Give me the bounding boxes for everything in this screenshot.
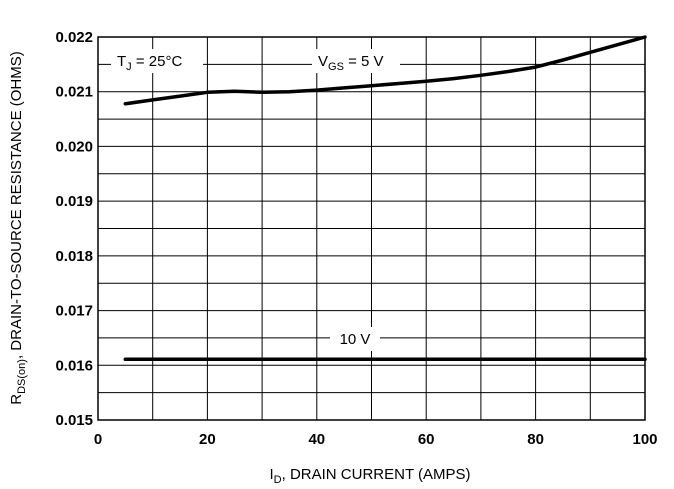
x-tick-label: 20	[199, 431, 216, 448]
y-tick-label: 0.020	[55, 138, 93, 155]
y-tick-label: 0.017	[55, 303, 93, 320]
y-tick-labels: 0.015 0.016 0.017 0.018 0.019 0.020 0.021 0.022	[55, 29, 93, 429]
vgs-5v-annotation: VGS = 5 V	[318, 53, 384, 73]
temperature-annotation-rest: = 25°C	[132, 53, 183, 70]
x-tick-label: 100	[632, 431, 657, 448]
y-tick-label: 0.016	[55, 357, 93, 374]
y-axis-label-sub: DS(on)	[16, 359, 28, 394]
data-curves	[123, 35, 647, 362]
y-tick-label: 0.019	[55, 193, 93, 210]
y-axis-label: RDS(on), DRAIN-TO-SOURCE RESISTANCE (OHM…	[8, 51, 28, 404]
y-axis-label-rest: , DRAIN-TO-SOURCE RESISTANCE (OHMS)	[8, 51, 25, 359]
vgs-5v-annotation-main: V	[318, 53, 328, 70]
temperature-annotation-main: T	[117, 53, 126, 70]
x-tick-label: 40	[308, 431, 325, 448]
vgs-5v-annotation-bg	[312, 49, 400, 73]
grid-lines	[98, 37, 645, 420]
x-tick-label: 60	[418, 431, 435, 448]
y-axis-label-main: R	[8, 394, 25, 405]
x-tick-label: 80	[527, 431, 544, 448]
y-tick-label: 0.022	[55, 29, 93, 46]
temperature-annotation-sub: J	[126, 61, 132, 73]
plot-frame	[97, 36, 646, 421]
vgs-10v-annotation-bg	[330, 327, 380, 351]
y-tick-label: 0.021	[55, 84, 93, 101]
x-axis-label-rest: , DRAIN CURRENT (AMPS)	[282, 466, 471, 483]
vgs-5v-annotation-rest: = 5 V	[344, 53, 384, 70]
x-tick-labels: 0 20 40 60 80 100	[94, 431, 658, 448]
x-tick-label: 0	[94, 431, 102, 448]
y-tick-label: 0.015	[55, 412, 93, 429]
x-axis-label-sub: D	[274, 474, 282, 486]
annotations: TJ = 25°C VGS = 5 V 10 V	[111, 49, 400, 351]
vgs-10v-annotation: 10 V	[340, 331, 371, 348]
vgs-5v-annotation-sub: GS	[328, 61, 344, 73]
x-axis-label: ID, DRAIN CURRENT (AMPS)	[269, 466, 470, 486]
series-line-0	[123, 35, 647, 106]
temperature-annotation-bg	[111, 49, 203, 73]
x-axis-label-main: I	[269, 466, 273, 483]
temperature-annotation: TJ = 25°C	[117, 53, 182, 73]
y-tick-label: 0.018	[55, 248, 93, 265]
